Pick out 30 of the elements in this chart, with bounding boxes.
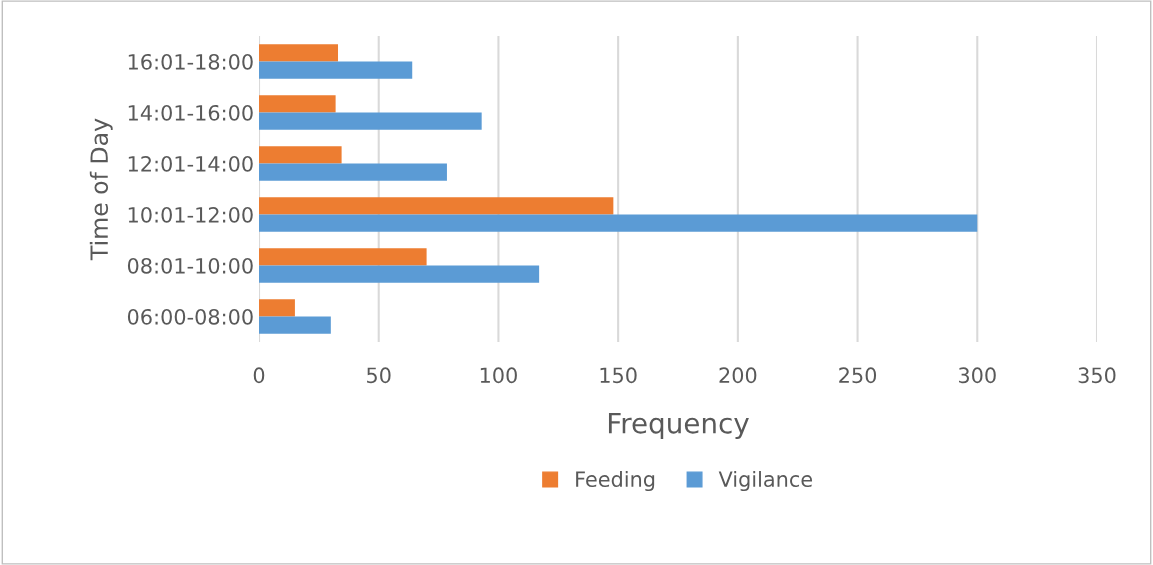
y-tick-label: 12:01-14:00 (128, 155, 253, 172)
y-tick-label: 06:00-08:00 (127, 308, 253, 325)
bar (259, 163, 447, 181)
bar (259, 95, 336, 113)
bar (259, 316, 331, 334)
x-axis-title: Frequency (608, 413, 749, 440)
x-tick-label: 250 (839, 367, 877, 384)
x-tick-label: 50 (367, 367, 391, 384)
bar (259, 197, 614, 215)
legend-label: Vigilance (718, 470, 813, 492)
bar (259, 44, 339, 62)
x-tick-label: 200 (719, 367, 757, 384)
bar (259, 299, 295, 317)
x-tick-label: 350 (1078, 367, 1116, 384)
y-tick-label: 08:01-10:00 (127, 257, 253, 274)
bar (259, 248, 427, 266)
x-tick-label: 300 (958, 367, 996, 384)
bar (259, 112, 482, 130)
x-tick-label: 0 (253, 367, 265, 384)
legend-label: Feeding (576, 470, 655, 492)
bar (259, 61, 413, 79)
bar (259, 146, 342, 164)
y-tick-label: 10:01-12:00 (128, 206, 253, 223)
bar (259, 265, 540, 283)
x-tick-label: 150 (600, 367, 637, 384)
y-tick-label: 14:01-16:00 (128, 104, 253, 121)
y-axis-title: Time of Day (89, 118, 113, 261)
bar (259, 214, 978, 232)
y-tick-label: 16:01-18:00 (128, 53, 253, 70)
x-tick-label: 100 (480, 367, 517, 384)
